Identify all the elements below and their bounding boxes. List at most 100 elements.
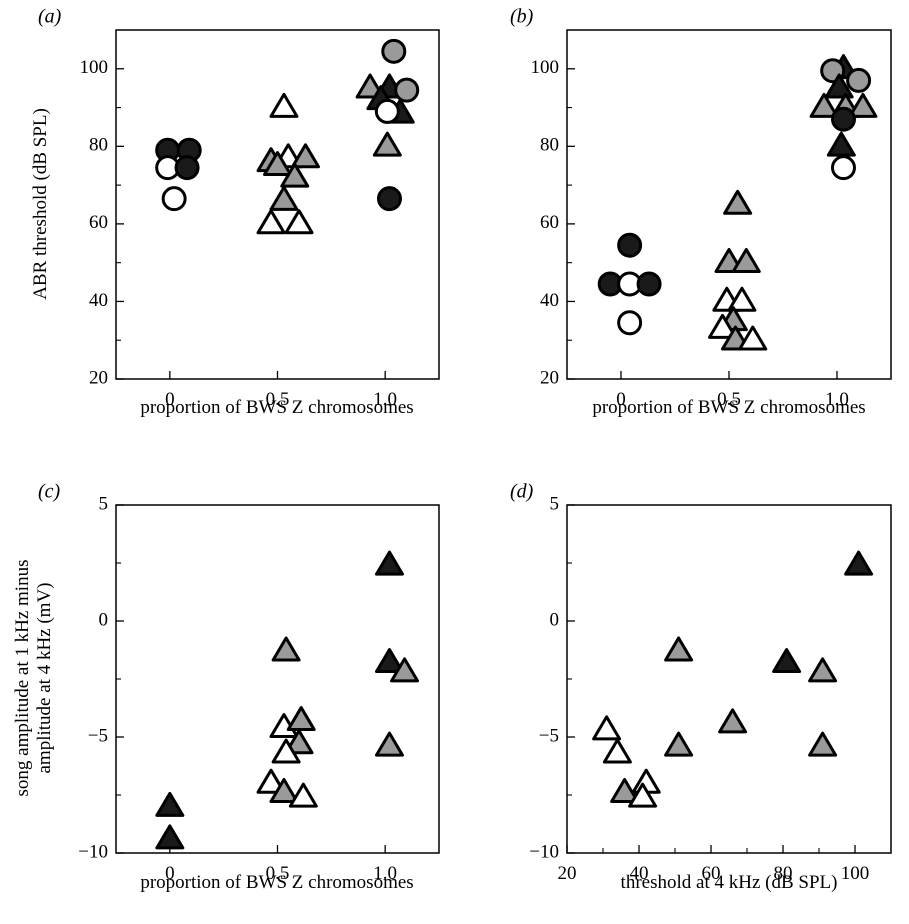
y-tick-label: −5 [88, 725, 108, 746]
data-point-triangle-gray [731, 247, 761, 273]
y-tick-label: 20 [89, 367, 108, 388]
x-tick-label: 40 [630, 863, 649, 884]
x-tick-label: 20 [558, 863, 577, 884]
y-tick-label: 80 [540, 135, 559, 156]
data-point-triangle-open [288, 782, 318, 808]
data-point-triangle-open [256, 768, 286, 794]
data-point-triangle-open [708, 313, 738, 339]
data-point-triangle-gray [280, 162, 310, 188]
data-point-triangle-gray [372, 131, 402, 157]
y-tick-label: 5 [99, 493, 109, 514]
x-axis-title: proportion of BWS Z chromosomes [592, 397, 865, 418]
data-point-triangle-filled [772, 648, 802, 674]
data-point-triangle-gray [718, 708, 748, 734]
data-point-triangle-gray [284, 729, 314, 755]
data-point-triangle-gray [290, 143, 320, 169]
y-tick-label: 0 [99, 609, 109, 630]
panel-label: (d) [510, 481, 534, 503]
data-point-triangle-open [592, 715, 622, 741]
x-tick-label: 100 [841, 863, 870, 884]
data-point-circle-filled [830, 106, 856, 132]
data-point-circle-filled [617, 232, 643, 258]
data-point-triangle-gray [271, 636, 301, 662]
panel-label: (a) [38, 6, 62, 28]
y-axis-title-line: song amplitude at 1 kHz minus [12, 560, 33, 797]
chart-panel-a: (a) 0 0.5 1.0 20 40 60 80 100 proportion of BWS Z… [30, 6, 440, 418]
data-point-triangle-filled [374, 648, 404, 674]
y-tick-label: −10 [529, 841, 559, 862]
y-axis-title-line: amplitude at 4 kHz (mV) [34, 582, 55, 773]
panel-label: (c) [38, 481, 61, 503]
y-axis-title: ABR threshold (dB SPL) [30, 108, 51, 300]
x-tick-label: 60 [702, 863, 721, 884]
x-axis-title: proportion of BWS Z chromosomes [140, 872, 413, 893]
data-point-triangle-open [271, 738, 301, 764]
y-tick-label: 40 [89, 290, 108, 311]
data-point-triangle-open [738, 325, 768, 351]
data-point-triangle-filled [826, 131, 856, 157]
data-point-triangle-gray [808, 657, 838, 683]
data-point-triangle-gray [263, 151, 292, 177]
chart-panel-c: (c) 0 0.5 1.0 −10 −5 0 5 proportion of BWS Z chr… [12, 481, 440, 893]
data-point-triangle-open [628, 782, 658, 808]
data-point-circle-filled [174, 155, 200, 181]
data-point-triangle-gray [848, 92, 878, 118]
x-axis-title: threshold at 4 kHz (dB SPL) [621, 872, 838, 893]
data-point-triangle-gray [809, 92, 839, 118]
data-point-circle-filled [376, 186, 402, 212]
data-point-circle-gray [381, 38, 407, 64]
y-tick-label: 0 [550, 609, 560, 630]
data-point-triangle-gray [390, 657, 420, 683]
x-axis-title: proportion of BWS Z chromosomes [140, 397, 413, 418]
data-point-triangle-gray [610, 777, 640, 803]
panel-label: (b) [510, 6, 534, 28]
x-tick-label: 0 [165, 389, 175, 410]
data-point-circle-gray [846, 67, 872, 93]
x-tick-label: 1.0 [373, 389, 397, 410]
data-point-circle-open [830, 155, 856, 181]
y-tick-label: 40 [540, 290, 559, 311]
x-tick-label: 80 [774, 863, 793, 884]
data-point-triangle-filled [844, 550, 874, 576]
x-tick-label: 1.0 [373, 863, 397, 884]
data-point-triangle-gray [723, 189, 753, 215]
y-tick-label: 80 [89, 135, 108, 156]
data-point-triangle-open [727, 286, 757, 312]
data-point-circle-filled [636, 271, 662, 297]
x-tick-label: 0 [616, 389, 626, 410]
y-tick-label: −5 [539, 725, 559, 746]
data-point-circle-open [374, 98, 400, 124]
data-point-triangle-filled [824, 73, 854, 99]
data-point-triangle-gray [269, 777, 299, 803]
y-tick-label: 60 [89, 212, 108, 233]
data-point-triangle-filled [155, 791, 185, 817]
data-point-triangle-gray [269, 185, 299, 211]
chart-panel-b: (b) 0 0.5 1.0 20 40 60 80 100 proportion of BWS Z… [510, 6, 892, 418]
y-tick-label: 5 [550, 493, 560, 514]
data-point-triangle-filled [374, 550, 404, 576]
data-point-triangle-open [269, 92, 299, 118]
data-point-triangle-open [256, 209, 286, 235]
data-point-circle-gray [394, 77, 420, 103]
y-tick-label: −10 [78, 841, 108, 862]
x-tick-label: 0.5 [266, 863, 290, 884]
y-tick-label: 20 [540, 367, 559, 388]
data-point-triangle-filled [155, 824, 185, 850]
x-tick-label: 0.5 [717, 389, 741, 410]
data-point-circle-open [161, 186, 187, 212]
y-tick-label: 100 [80, 57, 109, 78]
y-tick-label: 60 [540, 212, 559, 233]
y-tick-label: 100 [531, 57, 560, 78]
x-tick-label: 0 [165, 863, 175, 884]
data-point-triangle-gray [664, 731, 694, 757]
data-point-triangle-gray [664, 636, 694, 662]
data-point-triangle-gray [374, 731, 404, 757]
chart-panel-d: (d) 20 40 60 80 100 −10 −5 0 5 threshold at 4 kHz … [510, 481, 892, 893]
data-point-triangle-open [284, 209, 314, 235]
x-tick-label: 1.0 [825, 389, 849, 410]
data-point-triangle-gray [808, 731, 838, 757]
data-point-triangle-open [602, 738, 632, 764]
data-point-circle-open [617, 310, 643, 336]
x-tick-label: 0.5 [266, 389, 290, 410]
